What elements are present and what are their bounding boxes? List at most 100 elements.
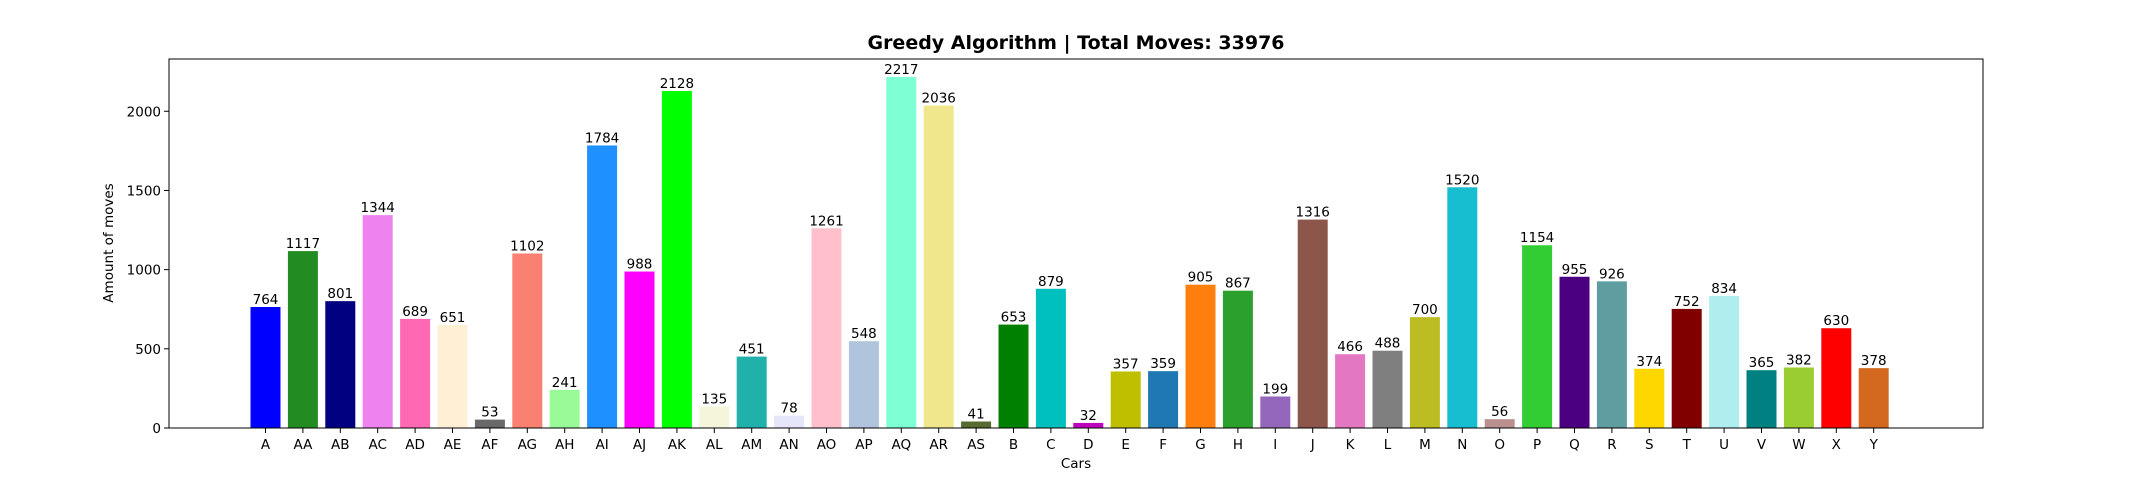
y-tick-label-500: 500 [135, 342, 161, 358]
bar-AP [848, 341, 879, 428]
x-tick-label-AM: AM [741, 437, 762, 453]
x-tick-label-M: M [1419, 437, 1431, 453]
plot-frame [168, 58, 1984, 429]
bar-U [1709, 295, 1740, 428]
x-tick-label-H: H [1233, 437, 1243, 453]
bar-J [1297, 219, 1328, 428]
y-tick-label-0: 0 [152, 421, 161, 437]
bar-R [1596, 281, 1627, 428]
bar-B [998, 324, 1029, 428]
bar-A [250, 307, 281, 428]
data-label-N: 1520 [1445, 172, 1479, 188]
data-label-AP: 548 [851, 326, 877, 342]
data-label-AL: 135 [701, 392, 727, 408]
bar-AN [774, 415, 805, 428]
data-label-AA: 1117 [286, 236, 320, 252]
x-tick-label-V: V [1757, 437, 1767, 453]
data-label-AS: 41 [968, 407, 985, 423]
x-tick-label-N: N [1457, 437, 1467, 453]
bar-AM [736, 356, 767, 428]
bar-Y [1858, 368, 1889, 428]
data-label-O: 56 [1491, 404, 1508, 420]
bar-C [1035, 288, 1066, 428]
x-tick-label-C: C [1046, 437, 1055, 453]
x-tick-label-X: X [1832, 437, 1841, 453]
data-labels-group: 764 1117 801 1344 689 651 53 1102 241 1784 988 2128… [253, 62, 1887, 424]
bar-AF [474, 419, 505, 428]
chart-title: Greedy Algorithm | Total Moves: 33976 [867, 32, 1284, 54]
bar-T [1671, 308, 1702, 428]
bar-AC [362, 215, 393, 428]
x-tick-label-L: L [1384, 437, 1392, 453]
bar-M [1409, 317, 1440, 428]
bar-AD [400, 318, 431, 428]
x-axis-label: Cars [1061, 456, 1091, 472]
x-tick-label-R: R [1607, 437, 1616, 453]
data-label-S: 374 [1636, 354, 1662, 370]
x-tick-label-AC: AC [368, 437, 386, 453]
bar-AR [923, 105, 954, 428]
x-tick-label-Y: Y [1869, 437, 1879, 453]
data-label-V: 365 [1749, 355, 1775, 371]
x-axis-ticks: A AA AB AC AD AE AF AG AH AI AJ AK AL AM AN AO AP AQ AR AS B… [261, 428, 1879, 453]
x-tick-label-AQ: AQ [891, 437, 911, 453]
bar-D [1073, 422, 1104, 428]
x-tick-label-A: A [261, 437, 271, 453]
x-tick-label-D: D [1083, 437, 1093, 453]
bar-AO [811, 228, 842, 428]
y-tick-label-2000: 2000 [127, 104, 161, 120]
x-tick-label-AR: AR [929, 437, 948, 453]
data-label-AO: 1261 [809, 213, 843, 229]
bar-X [1821, 328, 1852, 428]
bar-AG [512, 253, 543, 428]
x-tick-label-Q: Q [1569, 437, 1580, 453]
x-tick-label-B: B [1009, 437, 1018, 453]
bar-AB [325, 301, 356, 428]
bar-L [1372, 350, 1403, 428]
x-tick-label-W: W [1792, 437, 1805, 453]
x-tick-label-O: O [1494, 437, 1505, 453]
bar-K [1335, 354, 1366, 428]
data-label-X: 630 [1823, 313, 1849, 329]
bar-E [1110, 371, 1141, 428]
data-label-AI: 1784 [585, 130, 619, 146]
data-label-P: 1154 [1520, 230, 1554, 246]
data-label-AD: 689 [402, 304, 428, 320]
x-tick-label-J: J [1310, 437, 1315, 453]
data-label-W: 382 [1786, 353, 1812, 369]
bar-AJ [624, 271, 655, 428]
x-tick-label-AP: AP [855, 437, 872, 453]
x-tick-label-U: U [1719, 437, 1729, 453]
data-label-D: 32 [1080, 408, 1097, 424]
data-label-I: 199 [1262, 381, 1288, 397]
bar-G [1185, 284, 1216, 428]
x-tick-label-E: E [1121, 437, 1130, 453]
bar-AK [661, 90, 692, 429]
data-label-AF: 53 [481, 405, 498, 421]
data-label-C: 879 [1038, 274, 1064, 290]
x-tick-label-AL: AL [706, 437, 723, 453]
x-tick-label-AA: AA [293, 437, 313, 453]
x-tick-label-AO: AO [817, 437, 837, 453]
data-label-Q: 955 [1562, 262, 1588, 278]
x-tick-label-AE: AE [444, 437, 462, 453]
data-label-K: 466 [1337, 339, 1363, 355]
data-label-A: 764 [253, 292, 279, 308]
x-tick-label-AN: AN [779, 437, 798, 453]
data-label-U: 834 [1711, 281, 1737, 297]
x-tick-label-AK: AK [668, 437, 687, 453]
bar-AA [287, 251, 318, 428]
bar-I [1260, 396, 1291, 428]
data-label-AB: 801 [327, 286, 353, 302]
bars-group [250, 76, 1889, 429]
y-axis-label: Amount of moves [101, 183, 117, 302]
data-label-AR: 2036 [922, 91, 956, 107]
data-label-AN: 78 [781, 401, 798, 417]
x-tick-label-AB: AB [331, 437, 350, 453]
y-tick-label-1500: 1500 [127, 183, 161, 199]
bar-AQ [886, 76, 917, 429]
x-tick-label-AF: AF [481, 437, 498, 453]
y-tick-label-1000: 1000 [127, 263, 161, 279]
x-tick-label-G: G [1195, 437, 1205, 453]
